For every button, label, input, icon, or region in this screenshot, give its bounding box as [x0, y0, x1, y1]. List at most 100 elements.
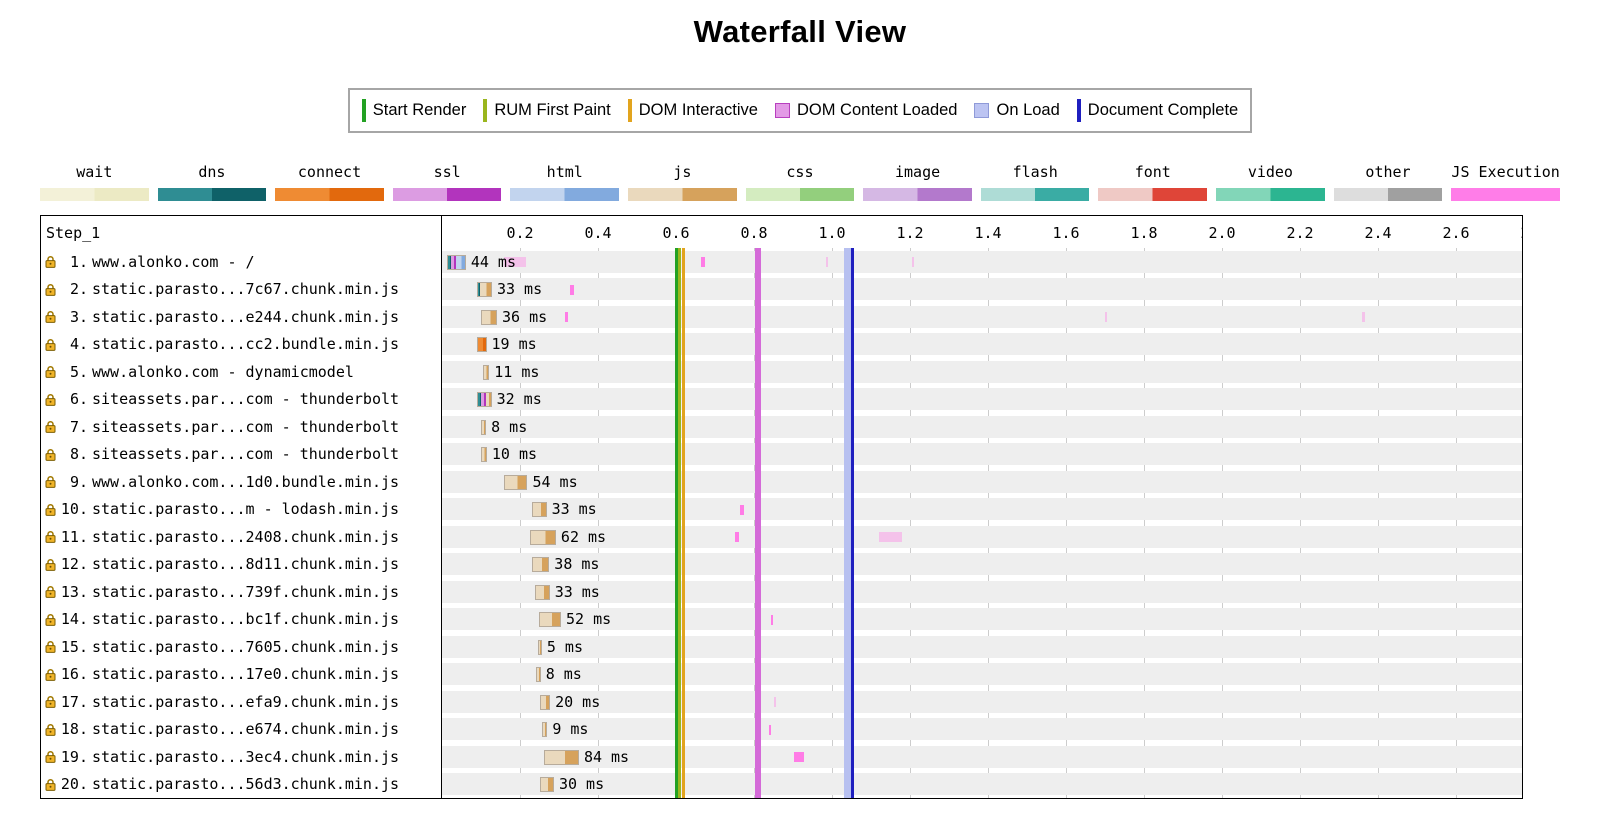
tick-label: 0.6: [662, 224, 690, 242]
request-number: 8.: [69, 445, 88, 464]
request-bar[interactable]: [537, 639, 542, 655]
type-legend-label: font: [1134, 163, 1171, 181]
request-bar[interactable]: [477, 282, 492, 297]
request-bar[interactable]: [540, 777, 554, 792]
request-row[interactable]: 1. www.alonko.com - /: [41, 248, 441, 276]
request-time-label: 33 ms: [551, 500, 597, 518]
request-number: 7.: [69, 417, 88, 436]
request-url: www.alonko.com...1d0.bundle.min.js: [92, 472, 400, 491]
request-row[interactable]: 20. static.parasto...56d3.chunk.min.js: [41, 771, 441, 799]
request-url: static.parasto...efa9.chunk.min.js: [92, 692, 400, 711]
request-url: static.parasto...3ec4.chunk.min.js: [92, 747, 400, 766]
request-row[interactable]: 7. siteassets.par...com - thunderbolt: [41, 413, 441, 441]
request-bar[interactable]: [504, 474, 528, 490]
request-row[interactable]: 3. static.parasto...e244.chunk.min.js: [41, 303, 441, 331]
bar-segment-html: [456, 255, 465, 269]
request-row[interactable]: 15. static.parasto...7605.chunk.min.js: [41, 633, 441, 661]
bar-segment-js: [482, 420, 486, 434]
request-bar[interactable]: [481, 447, 487, 462]
request-bar[interactable]: [535, 667, 541, 682]
row-band: [442, 278, 1522, 300]
request-row[interactable]: 5. www.alonko.com - dynamicmodel: [41, 358, 441, 386]
request-time-label: 20 ms: [555, 692, 601, 711]
request-bar[interactable]: [481, 309, 498, 325]
row-band: [442, 745, 1522, 768]
row-band: [442, 470, 1522, 493]
gridline: [1222, 248, 1223, 798]
request-time-label: 36 ms: [502, 307, 548, 326]
request-bar[interactable]: [531, 502, 547, 517]
event-legend-item: RUM First Paint: [483, 99, 611, 122]
chart-rows: 44 ms 33 ms 36 ms 19 ms 11 ms 32 ms 8 ms 10 ms 5…: [442, 248, 1522, 798]
lock-icon: [45, 393, 56, 406]
request-bar[interactable]: [529, 529, 556, 545]
request-bar[interactable]: [481, 419, 487, 435]
start-render-marker: [361, 99, 366, 122]
bar-segment-js: [532, 503, 546, 516]
request-row[interactable]: 2. static.parasto...7c67.chunk.min.js: [41, 276, 441, 304]
request-bar[interactable]: [532, 557, 550, 572]
request-bar[interactable]: [538, 612, 561, 627]
js-execution-tick: [793, 752, 804, 762]
on-load-marker: [974, 103, 990, 118]
gridline: [754, 248, 755, 798]
js-execution-tick: [770, 614, 774, 625]
type-legend-label: ssl: [433, 163, 461, 181]
request-bar[interactable]: [534, 584, 550, 600]
request-bar[interactable]: [541, 722, 548, 737]
request-url: static.parasto...m - lodash.min.js: [92, 500, 400, 519]
row-band: [442, 250, 1522, 273]
tick-label: 1.8: [1130, 224, 1158, 242]
row-band: [442, 443, 1522, 465]
request-row[interactable]: 18. static.parasto...e674.chunk.min.js: [41, 716, 441, 744]
row-band: [442, 663, 1522, 685]
request-row[interactable]: 14. static.parasto...bc1f.chunk.min.js: [41, 606, 441, 634]
request-row[interactable]: 6. siteassets.par...com - thunderbolt: [41, 386, 441, 414]
request-url: static.parasto...17e0.chunk.min.js: [92, 665, 400, 684]
request-url: static.parasto...739f.chunk.min.js: [92, 582, 400, 601]
bar-segment-js: [482, 448, 486, 461]
marker-start-render: [674, 248, 678, 798]
request-row[interactable]: 12. static.parasto...8d11.chunk.min.js: [41, 551, 441, 579]
request-bar[interactable]: [540, 694, 551, 710]
request-time-label: 62 ms: [560, 527, 607, 546]
request-bar[interactable]: [482, 364, 490, 380]
gridline: [520, 248, 521, 798]
bar-segment-dns: [447, 255, 451, 269]
gridline: [1300, 248, 1301, 798]
request-row[interactable]: 4. static.parasto...cc2.bundle.min.js: [41, 331, 441, 359]
gridline: [1066, 248, 1067, 798]
request-bar[interactable]: [477, 392, 492, 407]
request-row[interactable]: 19. static.parasto...3ec4.chunk.min.js: [41, 743, 441, 771]
type-legend-label: image: [894, 163, 941, 181]
waterfall-body: 1. www.alonko.com - /2. static.parasto...7…: [41, 248, 1522, 798]
request-row[interactable]: 10. static.parasto...m - lodash.min.js: [41, 496, 441, 524]
lock-icon: [45, 448, 56, 461]
bar-segment-js: [482, 310, 497, 324]
request-bar[interactable]: [477, 337, 487, 352]
js-execution-tick: [504, 257, 526, 267]
event-legend-item: Start Render: [361, 99, 466, 122]
bar-segment-ssl: [481, 393, 486, 406]
request-bar[interactable]: [544, 749, 579, 765]
event-legend-item: Document Complete: [1076, 99, 1238, 122]
type-legend-swatch: [1216, 188, 1325, 201]
type-legend-label: video: [1247, 163, 1293, 181]
request-row[interactable]: 8. siteassets.par...com - thunderbolt: [41, 441, 441, 469]
gridline: [1378, 248, 1379, 798]
request-time-label: 9 ms: [552, 720, 589, 738]
type-legend-swatch: [40, 188, 149, 201]
request-row[interactable]: 16. static.parasto...17e0.chunk.min.js: [41, 661, 441, 689]
request-row[interactable]: 17. static.parasto...efa9.chunk.min.js: [41, 688, 441, 716]
request-row[interactable]: 9. www.alonko.com...1d0.bundle.min.js: [41, 468, 441, 496]
type-legend-item: other: [1333, 163, 1443, 201]
type-legend-swatch: [1451, 188, 1560, 201]
step-label: Step_1: [46, 224, 101, 242]
request-row[interactable]: 13. static.parasto...739f.chunk.min.js: [41, 578, 441, 606]
request-row[interactable]: 11. static.parasto...2408.chunk.min.js: [41, 523, 441, 551]
type-legend-label: wait: [76, 163, 113, 181]
request-url: www.alonko.com - dynamicmodel: [92, 362, 354, 381]
request-bar[interactable]: [446, 254, 466, 270]
bar-segment-js: [480, 283, 491, 296]
request-time-label: 84 ms: [583, 747, 630, 766]
